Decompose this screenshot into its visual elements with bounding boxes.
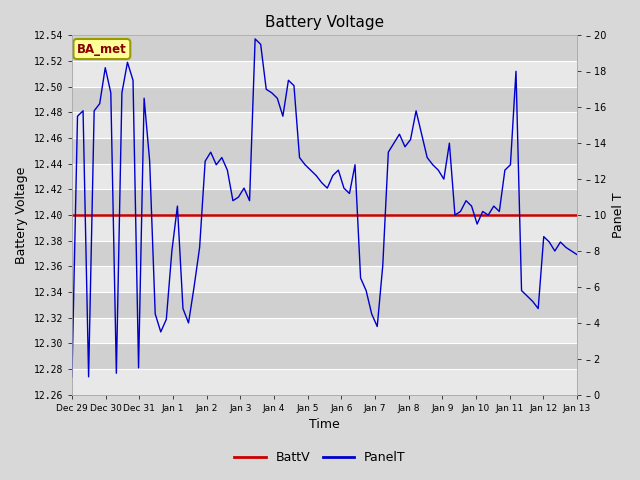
Bar (72, 292, 577, 318)
Bar (72, 164, 577, 190)
Legend: BattV, PanelT: BattV, PanelT (229, 446, 411, 469)
Bar (72, 241, 577, 266)
Y-axis label: Panel T: Panel T (612, 192, 625, 238)
Text: BA_met: BA_met (77, 43, 127, 56)
Bar (72, 318, 577, 344)
Bar (72, 215, 577, 241)
Title: Battery Voltage: Battery Voltage (265, 15, 384, 30)
Bar (72, 266, 577, 292)
Bar (72, 369, 577, 395)
Bar (72, 87, 577, 112)
Bar (72, 344, 577, 369)
Bar (72, 36, 577, 61)
Bar (72, 112, 577, 138)
X-axis label: Time: Time (309, 419, 340, 432)
Y-axis label: Battery Voltage: Battery Voltage (15, 167, 28, 264)
Bar (72, 61, 577, 87)
Bar (72, 138, 577, 164)
Bar (72, 190, 577, 215)
